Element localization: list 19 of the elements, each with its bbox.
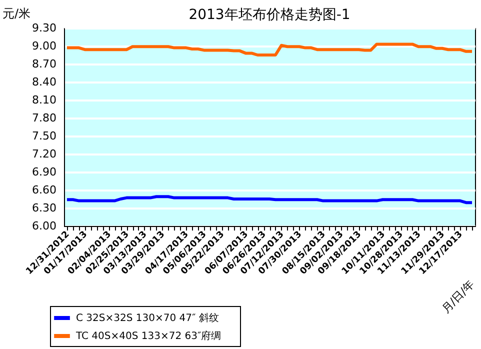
legend-label: C 32S×32S 130×70 47″ 斜纹 [76,312,219,324]
y-tick-label: 7.80 [32,112,56,124]
y-tick-label: 6.30 [32,202,56,214]
line-series [65,195,474,204]
y-axis-title: 元/米 [2,6,31,20]
y-tick-label: 6.60 [32,184,56,196]
legend-label: TC 40S×40S 133×72 63″府绸 [75,330,222,342]
line-series [65,42,474,56]
y-tick-label: 8.70 [32,58,56,70]
y-tick-label: 8.40 [32,76,56,88]
y-tick-label: 7.20 [32,148,56,160]
y-tick-label: 9.00 [32,40,56,52]
y-tick-label: 6.90 [32,166,56,178]
y-tick-label: 8.10 [32,94,56,106]
y-tick-label: 6.00 [32,220,56,232]
chart-title: 2013年坯布价格走势图-1 [188,7,350,23]
y-tick-label: 7.50 [32,130,56,142]
y-tick-label: 9.30 [32,22,56,34]
x-axis-title: 月/日/年 [439,278,477,316]
